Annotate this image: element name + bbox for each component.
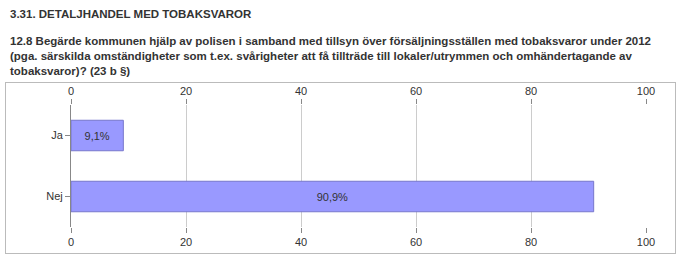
svg-text:60: 60: [410, 236, 422, 248]
html-text:12.8 Begärde kommunen hjälp av: 12.8 Begärde kommunen hjälp av polisen i…: [10, 35, 651, 77]
html-text:3.31. DETALJHANDEL MED TOBAKSV: 3.31. DETALJHANDEL MED TOBAKSVAROR: [10, 8, 252, 20]
svg-text:60: 60: [410, 85, 422, 97]
svg-text:80: 80: [525, 85, 537, 97]
svg-text:0: 0: [68, 236, 74, 248]
svg-text:90,9%: 90,9%: [317, 191, 348, 203]
svg-text:Nej: Nej: [46, 190, 63, 202]
svg-text:40: 40: [295, 85, 307, 97]
svg-text:80: 80: [525, 236, 537, 248]
svg-text:Ja: Ja: [51, 129, 64, 141]
svg-text:9,1%: 9,1%: [85, 130, 110, 142]
svg-text:40: 40: [295, 236, 307, 248]
svg-text:20: 20: [180, 85, 192, 97]
svg-text:100: 100: [637, 85, 655, 97]
svg-text:20: 20: [180, 236, 192, 248]
svg-text:100: 100: [637, 236, 655, 248]
svg-text:0: 0: [68, 85, 74, 97]
